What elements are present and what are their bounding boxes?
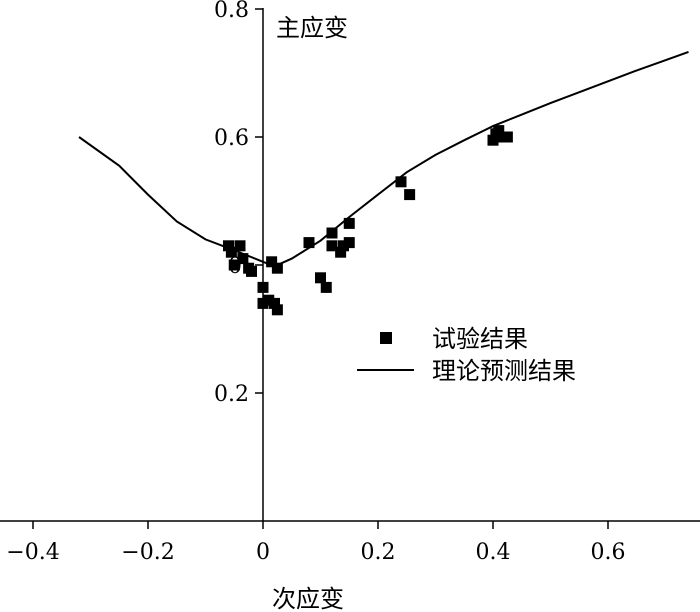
experiment-point xyxy=(271,262,283,274)
experiment-point xyxy=(303,237,315,249)
x-tick-label: −0.2 xyxy=(121,540,174,565)
x-axis-title: 次应变 xyxy=(272,585,344,612)
experiment-points-layer xyxy=(223,125,513,316)
experiment-point xyxy=(487,134,499,146)
experiment-point xyxy=(257,297,269,309)
experiment-point xyxy=(395,176,407,188)
experiment-point xyxy=(271,304,283,316)
experiment-point xyxy=(343,237,355,249)
y-tick-label: 0.6 xyxy=(214,126,249,151)
axes xyxy=(0,8,700,522)
y-axis-title: 主应变 xyxy=(276,14,348,42)
y-axis-ticks: 0.20.0.60.8 xyxy=(214,0,263,407)
theory-line-layer xyxy=(78,50,689,268)
x-tick-label: 0.6 xyxy=(591,540,626,565)
x-tick-label: 0.4 xyxy=(476,540,511,565)
y-tick-label: 0.8 xyxy=(214,0,249,23)
experiment-point xyxy=(228,259,240,271)
experiment-point xyxy=(266,256,278,268)
x-axis-ticks: −0.4 −0.2 0 0.2 0.4 0.6 xyxy=(6,521,626,565)
experiment-point xyxy=(501,131,513,143)
experiment-point xyxy=(237,253,249,265)
experiment-point xyxy=(315,272,326,284)
experiment-point xyxy=(257,281,269,293)
x-tick-label: 0.2 xyxy=(361,540,396,565)
experiment-point xyxy=(493,125,505,137)
experiment-point xyxy=(225,246,237,258)
experiment-point xyxy=(326,240,338,252)
experiment-point xyxy=(404,189,416,201)
x-tick-label: −0.4 xyxy=(6,540,59,565)
x-tick-label: 0 xyxy=(256,540,270,565)
legend: 试验结果 理论预测结果 xyxy=(357,325,576,385)
experiment-point xyxy=(335,246,347,258)
legend-marker-square xyxy=(380,332,392,344)
legend-label-experiment: 试验结果 xyxy=(432,325,528,353)
theory-prediction-line xyxy=(78,50,689,268)
experiment-point xyxy=(263,294,275,306)
legend-label-theory: 理论预测结果 xyxy=(432,357,576,385)
experiment-point xyxy=(496,131,508,143)
experiment-point xyxy=(343,217,355,229)
experiment-point xyxy=(326,227,338,239)
y-tick-label: 0.2 xyxy=(214,382,249,407)
experiment-point xyxy=(246,265,257,277)
experiment-point xyxy=(338,240,349,252)
experiment-point xyxy=(234,240,246,252)
experiment-point xyxy=(269,297,280,309)
experiment-point xyxy=(223,240,234,252)
experiment-point xyxy=(320,281,332,293)
